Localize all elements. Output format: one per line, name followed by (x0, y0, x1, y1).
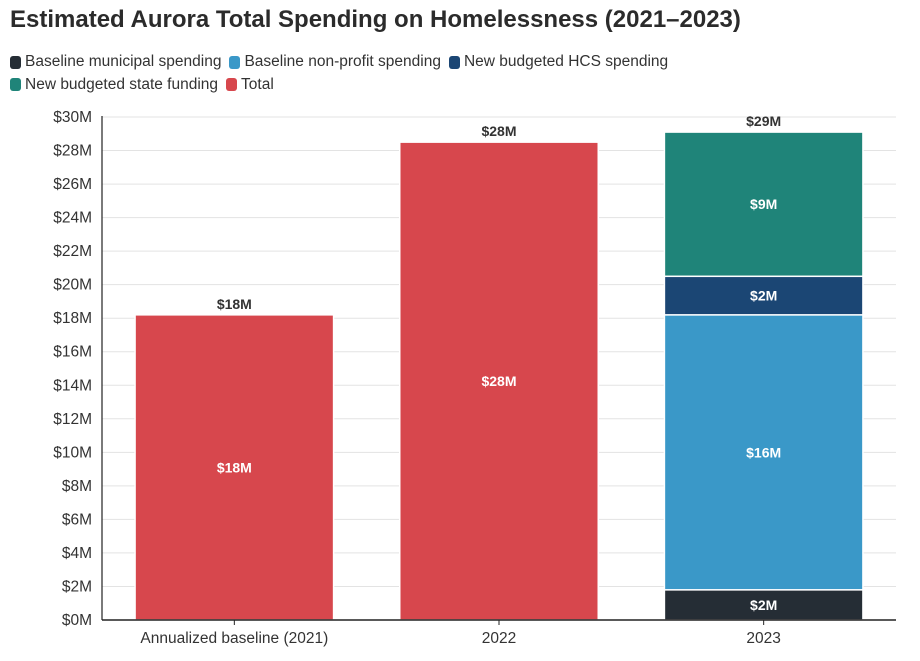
y-tick-label: $10M (53, 444, 92, 461)
bar-value-label: $2M (750, 288, 777, 304)
y-tick-label: $4M (62, 545, 92, 562)
y-tick-label: $6M (62, 511, 92, 528)
y-tick-label: $16M (53, 344, 92, 361)
bar-segment (399, 141, 599, 621)
y-tick-label: $24M (53, 210, 92, 227)
bar-segment (134, 314, 335, 621)
y-tick-label: $0M (62, 612, 92, 629)
legend-swatch (10, 55, 21, 69)
bar-value-label: $18M (217, 459, 252, 475)
legend-item: Total (226, 75, 274, 95)
bar-total-label: $29M (746, 113, 781, 129)
legend-label: Baseline municipal spending (25, 53, 222, 70)
legend-item: Baseline non-profit spending (229, 52, 441, 72)
legend-item: New budgeted state funding (10, 75, 218, 95)
bar-value-label: $28M (481, 373, 516, 389)
y-tick-label: $8M (62, 478, 92, 495)
y-tick-label: $30M (53, 109, 92, 126)
bar-value-label: $2M (750, 597, 777, 613)
y-tick-label: $28M (53, 143, 92, 160)
legend-label: Total (241, 75, 274, 93)
legend-swatch (10, 78, 21, 91)
bar-total-label: $28M (481, 123, 516, 139)
legend-swatch (229, 55, 241, 69)
legend-label: Baseline non-profit spending (244, 53, 441, 70)
bar-value-label: $9M (750, 196, 777, 212)
x-tick-label: 2023 (746, 630, 780, 647)
chart-title: Estimated Aurora Total Spending on Homel… (10, 6, 741, 33)
y-tick-label: $20M (53, 277, 92, 294)
legend-swatch (448, 55, 460, 69)
bar-value-label: $16M (746, 444, 781, 460)
bar-segment (663, 131, 864, 278)
bar-segment (663, 589, 864, 621)
legend-item: New budgeted HCS spending (448, 52, 669, 72)
x-tick-label: Annualized baseline (2021) (140, 630, 328, 647)
bar-total-label: $18M (217, 296, 252, 312)
x-tick-label: 2022 (482, 630, 516, 647)
y-tick-label: $18M (53, 310, 92, 327)
legend-label: New budgeted state funding (25, 75, 219, 93)
legend-item: Baseline municipal spending (10, 52, 221, 72)
legend: Baseline municipal spending Baseline non-… (10, 52, 730, 97)
y-tick-label: $2M (62, 578, 92, 595)
y-tick-label: $14M (53, 377, 92, 394)
y-tick-label: $22M (53, 243, 92, 260)
y-tick-label: $12M (53, 411, 92, 428)
legend-swatch (226, 78, 238, 91)
legend-label: New budgeted HCS spending (463, 53, 669, 70)
y-tick-label: $26M (53, 176, 92, 193)
bar-segment (663, 314, 864, 591)
